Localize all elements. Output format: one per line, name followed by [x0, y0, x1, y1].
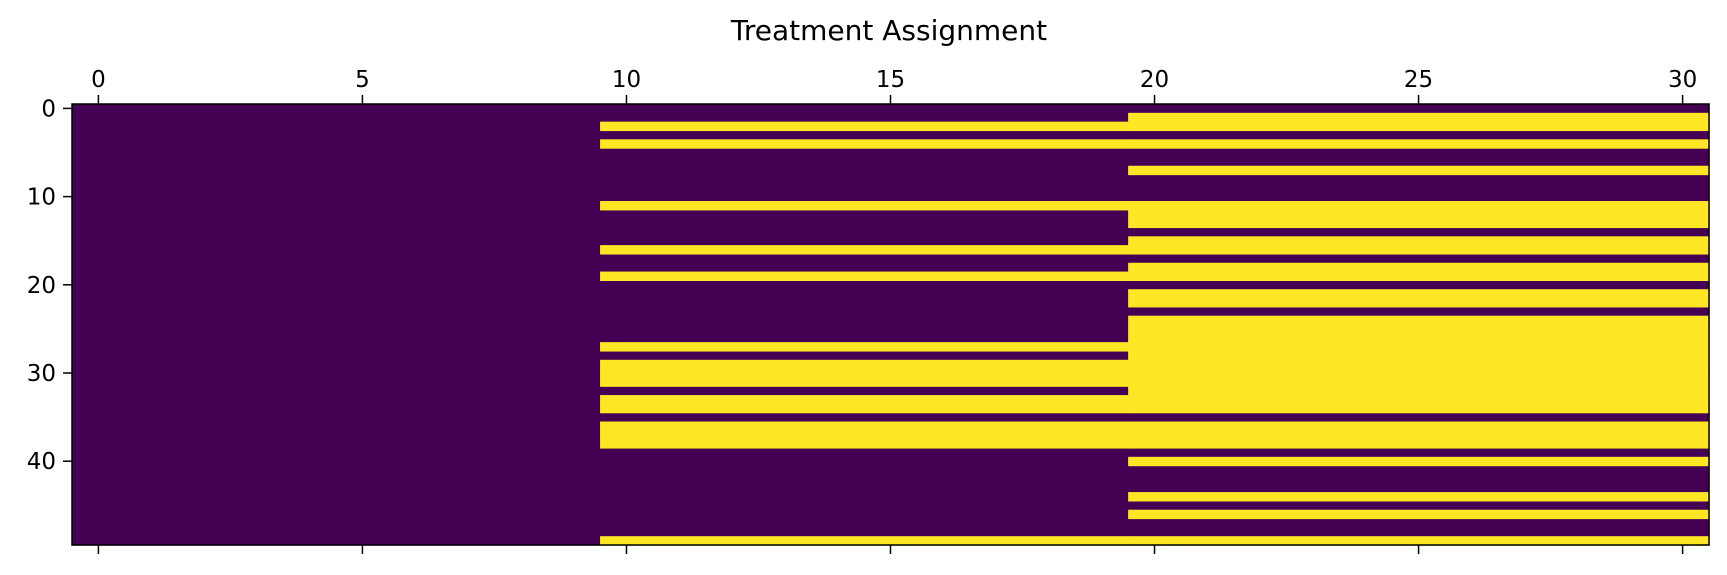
treated-row-segment-25-p20 [1128, 324, 1710, 334]
treated-row-segment-18-p20 [1128, 262, 1710, 273]
treated-row-segment-33-p20 [1128, 395, 1710, 405]
y-tick-label: 0 [41, 96, 56, 122]
x-tick-label: 25 [1404, 67, 1433, 93]
x-tick-label: 30 [1668, 67, 1697, 93]
treated-row-segment-30-p10 [600, 368, 1129, 379]
treated-row-segment-13-p20 [1128, 218, 1710, 229]
treated-row-segment-49-p20 [1128, 536, 1710, 546]
y-tick-label: 40 [27, 449, 56, 475]
treated-row-segment-19-p20 [1128, 271, 1710, 281]
treated-row-segment-34-p20 [1128, 403, 1710, 414]
treated-row-segment-24-p20 [1128, 315, 1710, 326]
treated-row-segment-38-p10 [600, 439, 1129, 449]
heatmap-cells [72, 104, 1710, 546]
y-tick-label: 10 [27, 185, 56, 211]
treated-row-segment-31-p10 [600, 377, 1129, 387]
treated-row-segment-1-p20 [1128, 112, 1710, 123]
treated-row-segment-29-p20 [1128, 359, 1710, 370]
treated-row-segment-16-p10 [600, 245, 1129, 255]
treated-row-segment-16-p20 [1128, 245, 1710, 255]
x-axis-ticks: 0 5 10 15 20 25 30 [91, 67, 1697, 554]
y-axis-ticks: 0 10 20 30 40 [27, 96, 72, 475]
treated-row-segment-44-p20 [1128, 492, 1710, 502]
x-tick-label: 10 [612, 67, 641, 93]
treated-row-segment-21-p20 [1128, 289, 1710, 299]
treated-row-segment-37-p10 [600, 430, 1129, 440]
x-tick-label: 20 [1140, 67, 1169, 93]
treated-row-segment-22-p20 [1128, 298, 1710, 308]
y-tick-label: 30 [27, 361, 56, 387]
treated-row-segment-46-p20 [1128, 509, 1710, 520]
treated-row-segment-29-p10 [600, 359, 1129, 370]
treated-row-segment-49-p10 [600, 536, 1129, 546]
treated-row-segment-28-p20 [1128, 350, 1710, 361]
treated-row-segment-2-p20 [1128, 121, 1710, 132]
treated-row-segment-32-p20 [1128, 386, 1710, 396]
treated-row-segment-7-p20 [1128, 165, 1710, 176]
treated-row-segment-27-p20 [1128, 342, 1710, 352]
treated-row-segment-36-p10 [600, 421, 1129, 431]
treated-row-segment-40-p20 [1128, 456, 1710, 467]
y-tick-label: 20 [27, 273, 56, 299]
treated-row-segment-15-p20 [1128, 236, 1710, 246]
treated-row-segment-19-p10 [600, 271, 1129, 281]
treated-row-segment-31-p20 [1128, 377, 1710, 387]
treated-row-segment-26-p20 [1128, 333, 1710, 343]
treated-row-segment-11-p10 [600, 201, 1129, 211]
plot-frame [71, 103, 1710, 546]
treated-row-segment-2-p10 [600, 121, 1129, 132]
treated-row-segment-34-p10 [600, 403, 1129, 414]
treated-row-segment-27-p10 [600, 342, 1129, 352]
treated-row-segment-30-p20 [1128, 368, 1710, 379]
treated-row-segment-4-p10 [600, 139, 1129, 149]
treated-row-segment-11-p20 [1128, 201, 1710, 211]
x-tick-label: 0 [91, 67, 106, 93]
treated-row-segment-37-p20 [1128, 430, 1710, 440]
x-tick-label: 5 [355, 67, 370, 93]
treated-row-segment-4-p20 [1128, 139, 1710, 149]
treated-row-segment-36-p20 [1128, 421, 1710, 431]
x-tick-label: 15 [876, 67, 905, 93]
treated-row-segment-38-p20 [1128, 439, 1710, 449]
treated-row-segment-12-p20 [1128, 209, 1710, 220]
chart-title: Treatment Assignment [730, 14, 1047, 47]
treated-row-segment-33-p10 [600, 395, 1129, 405]
